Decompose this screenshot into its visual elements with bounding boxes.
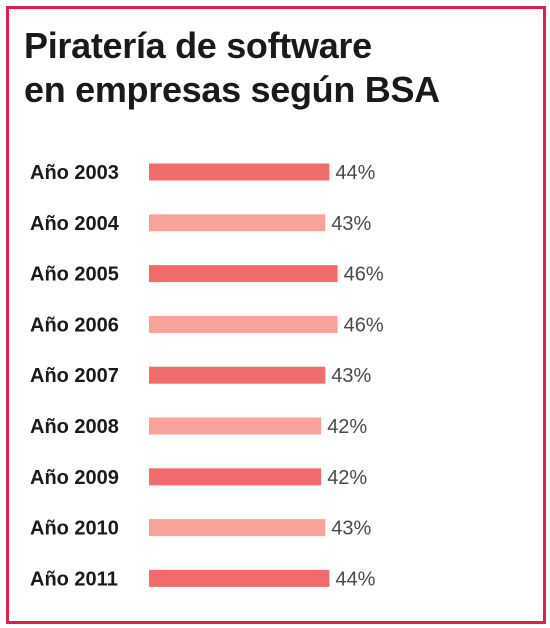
bar <box>149 265 338 283</box>
title-line-2: en empresas según BSA <box>24 69 440 110</box>
bar <box>149 214 326 232</box>
bar <box>149 417 322 435</box>
title-line-1: Piratería de software <box>24 25 372 66</box>
category-label: Año 2008 <box>30 416 119 438</box>
bar <box>149 569 330 587</box>
bar <box>149 315 338 333</box>
value-label: 42% <box>327 416 367 438</box>
chart-title: Piratería de software en empresas según … <box>24 24 440 112</box>
value-label: 43% <box>331 365 371 387</box>
value-label: 46% <box>344 264 384 286</box>
category-label: Año 2005 <box>30 264 119 286</box>
category-label: Año 2011 <box>30 568 118 590</box>
value-label: 43% <box>331 518 371 540</box>
bar <box>149 366 326 384</box>
value-label: 44% <box>335 162 375 184</box>
value-label: 46% <box>344 314 384 336</box>
value-label: 42% <box>327 467 367 489</box>
bar <box>149 519 326 537</box>
value-label: 44% <box>335 568 375 590</box>
bar <box>149 163 330 181</box>
category-label: Año 2007 <box>30 365 119 387</box>
category-label: Año 2009 <box>30 467 119 489</box>
category-label: Año 2006 <box>30 314 119 336</box>
bar <box>149 468 322 486</box>
category-label: Año 2003 <box>30 162 119 184</box>
category-label: Año 2004 <box>30 213 120 235</box>
category-label: Año 2010 <box>30 518 119 540</box>
value-label: 43% <box>331 213 371 235</box>
